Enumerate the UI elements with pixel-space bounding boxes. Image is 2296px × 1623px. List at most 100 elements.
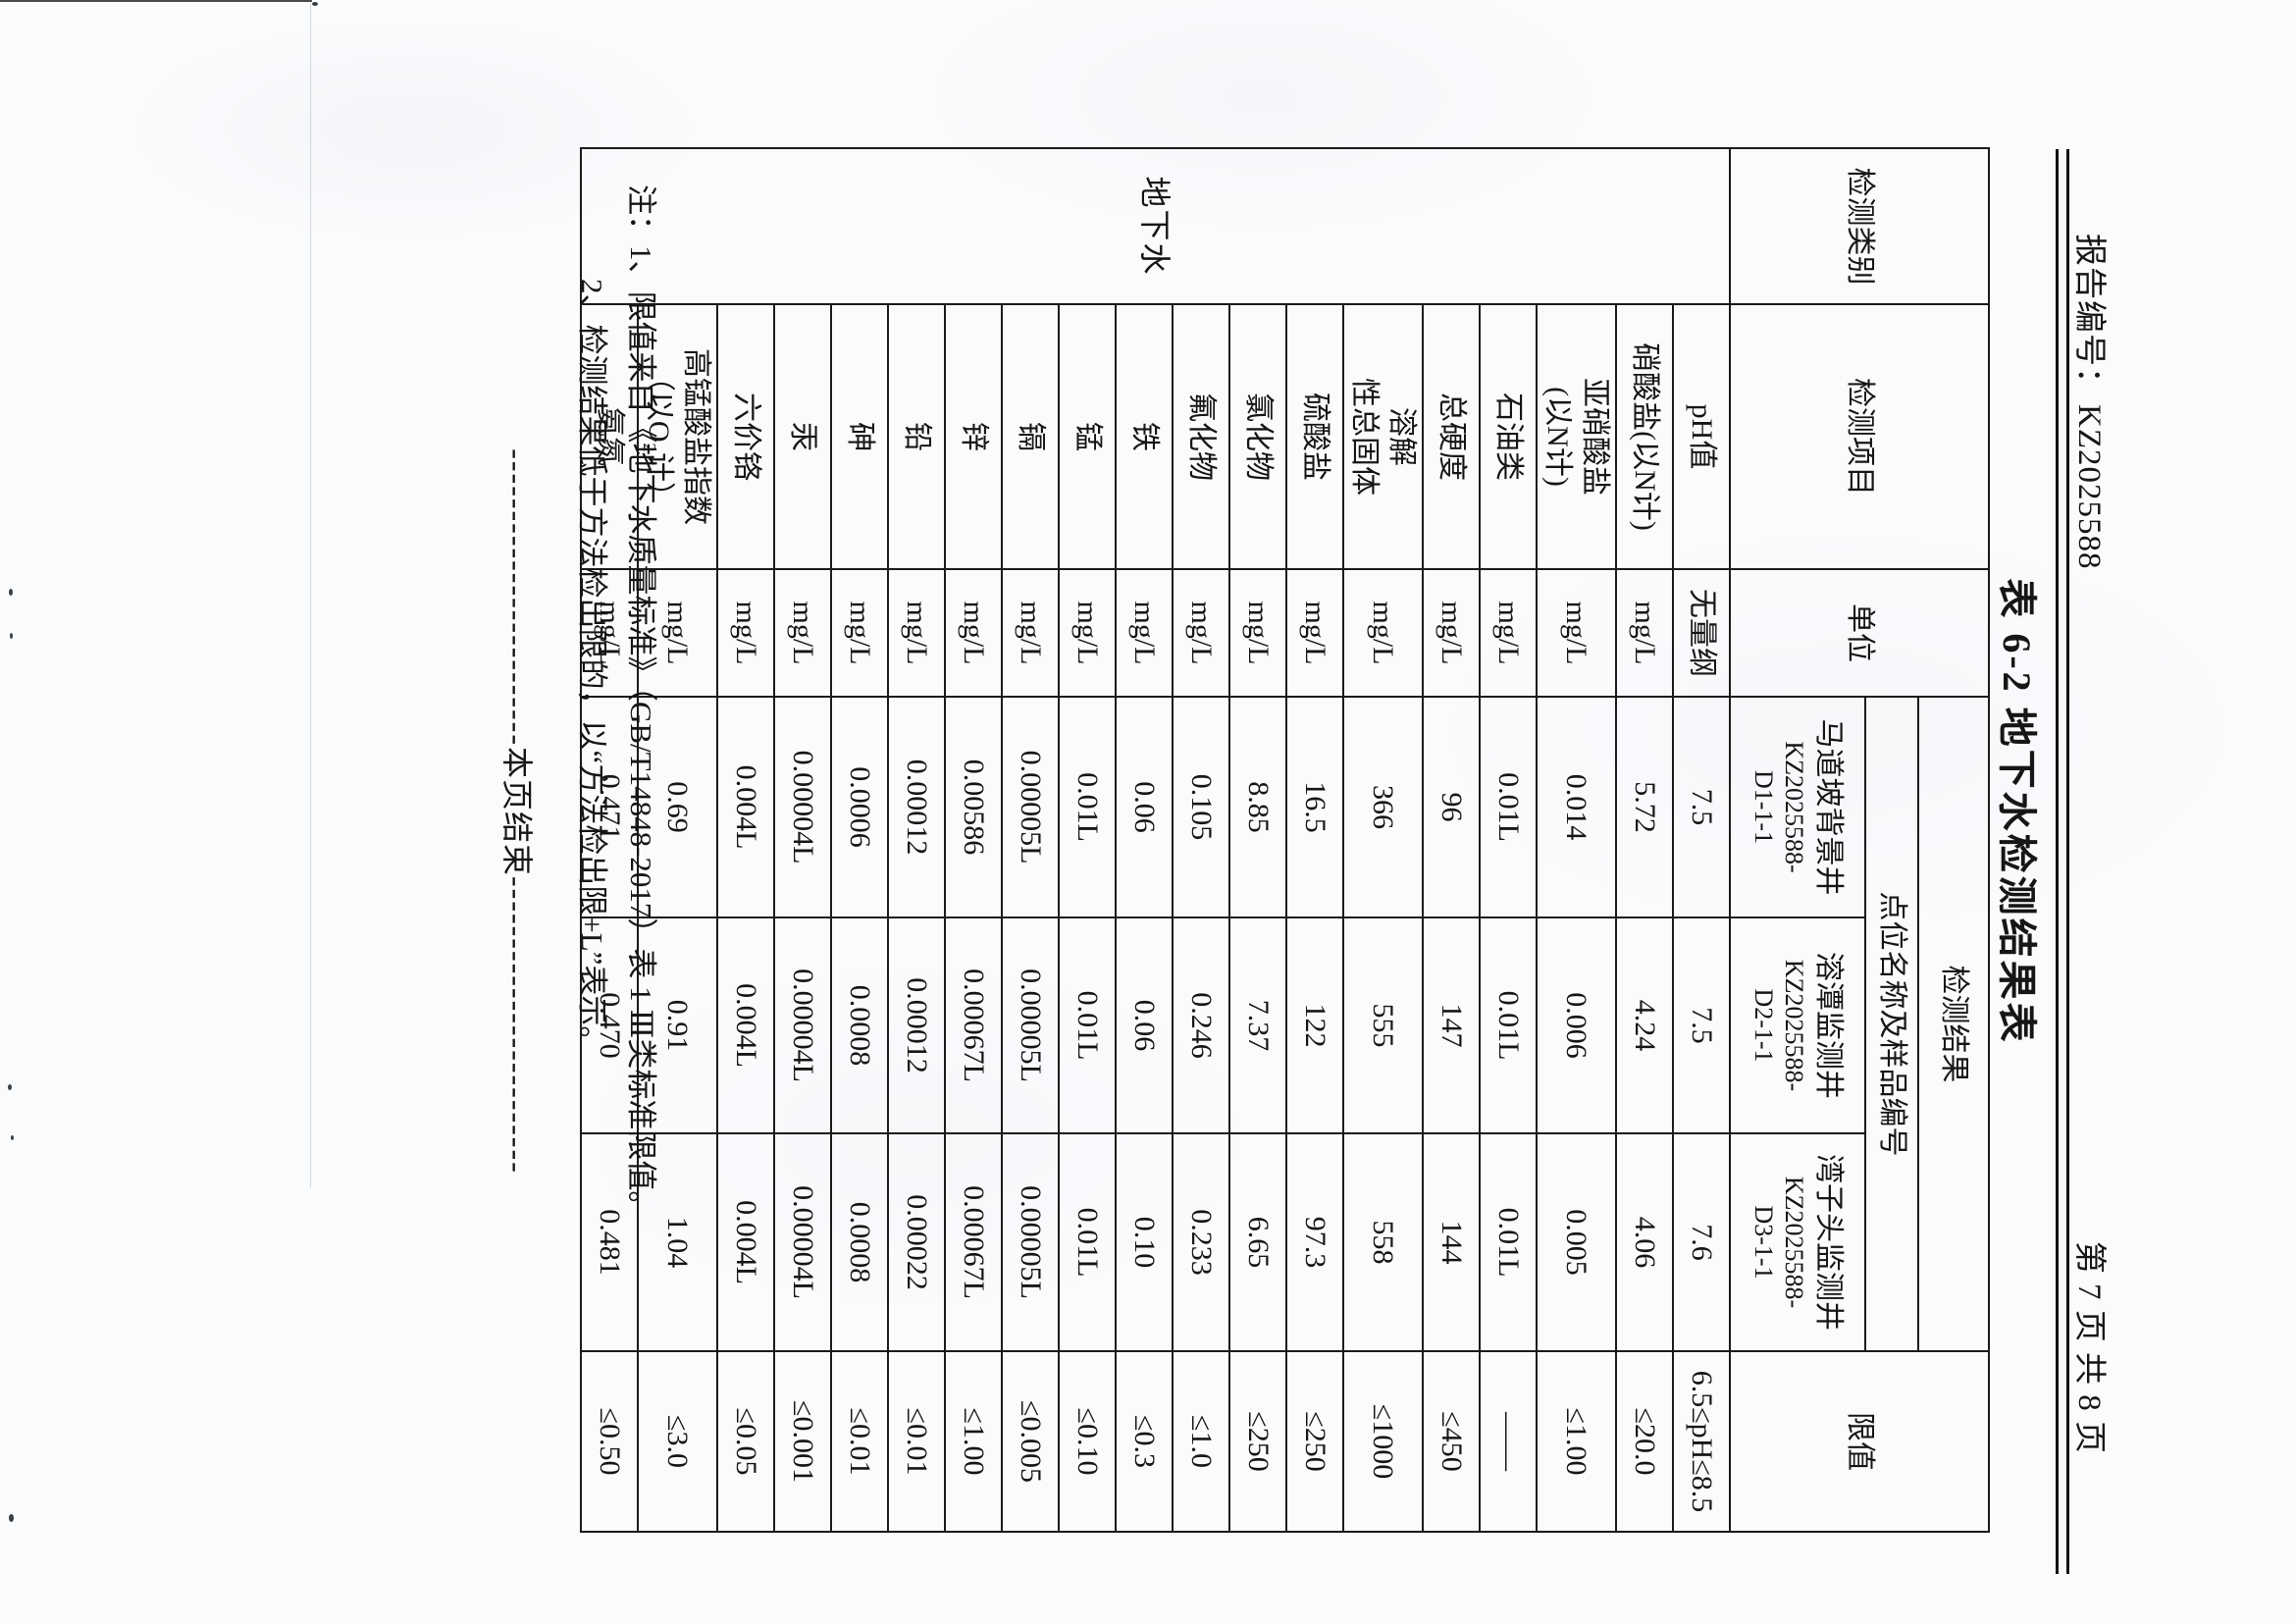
- sample-id: D1-1-1: [1749, 769, 1779, 845]
- cell-unit: mg/L: [1286, 569, 1343, 697]
- cell-category-value: 地下水: [581, 148, 1730, 304]
- table-row: 铅 mg/L 0.00012 0.00012 0.00022 ≤0.01: [888, 148, 945, 1532]
- cell-value: 16.5: [1286, 697, 1343, 917]
- report-number: 报告编号：KZ2025588: [2067, 234, 2116, 574]
- cell-value: 0.01L: [1480, 917, 1537, 1133]
- table-row: 六价铬 mg/L 0.004L 0.004L 0.004L ≤0.05: [717, 148, 774, 1532]
- item-name-line: 锰: [1070, 422, 1104, 451]
- well-name: 湾子头监测井: [1811, 1154, 1845, 1331]
- cell-value: 0.06: [1116, 697, 1173, 917]
- cell-value: 0.00067L: [945, 917, 1002, 1133]
- cell-unit: mg/L: [717, 569, 774, 697]
- cell-value: 0.10: [1116, 1133, 1173, 1351]
- cell-value: 0.00012: [888, 917, 945, 1133]
- cell-value: 0.00586: [945, 697, 1002, 917]
- cell-unit: mg/L: [1480, 569, 1537, 697]
- cell-value: 0.004L: [717, 697, 774, 917]
- col-header-result: 检测结果: [1918, 697, 1989, 1351]
- cell-limit: ≤0.001: [774, 1351, 831, 1532]
- item-name-line: 硫酸盐: [1298, 393, 1331, 481]
- cell-unit: mg/L: [831, 569, 888, 697]
- col-header-unit: 单位: [1730, 569, 1989, 697]
- cell-unit: mg/L: [1002, 569, 1059, 697]
- cell-item-name: 镉: [1002, 304, 1059, 569]
- cell-limit: ≤1000: [1343, 1351, 1423, 1532]
- cell-unit: 无量纲: [1673, 569, 1730, 697]
- cell-value: 0.00004L: [774, 697, 831, 917]
- item-name-line: 性总固体: [1348, 378, 1382, 496]
- cell-limit: ≤0.10: [1059, 1351, 1116, 1532]
- cell-limit: ≤1.0: [1173, 1351, 1229, 1532]
- cell-value: 97.3: [1286, 1133, 1343, 1351]
- cell-unit: mg/L: [888, 569, 945, 697]
- item-name-line: 亚硝酸盐: [1579, 378, 1611, 496]
- cell-limit: ≤450: [1423, 1351, 1480, 1532]
- cell-limit: 6.5≤pH≤8.5: [1673, 1351, 1730, 1532]
- cell-unit: mg/L: [1229, 569, 1286, 697]
- sample-id: KZ2025588-: [1780, 741, 1809, 873]
- item-name-line: 汞: [786, 422, 819, 451]
- cell-item-name: 铅: [888, 304, 945, 569]
- cell-value: 0.004L: [717, 1133, 774, 1351]
- cell-value: 0.01L: [1059, 697, 1116, 917]
- table-row: 溶解 性总固体 mg/L 366 555 558 ≤1000: [1343, 148, 1423, 1532]
- table-row: 亚硝酸盐 (以N计) mg/L 0.014 0.006 0.005 ≤1.00: [1537, 148, 1616, 1532]
- cell-unit: mg/L: [1343, 569, 1423, 697]
- cell-item-name: 总硬度: [1423, 304, 1480, 569]
- cell-value: 0.00012: [888, 697, 945, 917]
- col-header-limit: 限值: [1730, 1351, 1989, 1532]
- item-name-line: pH值: [1685, 403, 1718, 470]
- cell-value: 0.00022: [888, 1133, 945, 1351]
- cell-value: 122: [1286, 917, 1343, 1133]
- table-row: 锌 mg/L 0.00586 0.00067L 0.00067L ≤1.00: [945, 148, 1002, 1532]
- cell-value: 366: [1343, 697, 1423, 917]
- sample-id: KZ2025588-: [1780, 959, 1809, 1092]
- cell-unit: mg/L: [1116, 569, 1173, 697]
- cell-unit: mg/L: [774, 569, 831, 697]
- sample-column-header: 马道坡背景井 KZ2025588- D1-1-1: [1730, 697, 1865, 917]
- table-row: 地下水 pH值 无量纲 7.5 7.5 7.6 6.5≤pH≤8.5: [581, 148, 1730, 1532]
- scan-speck: [10, 633, 13, 639]
- cell-limit: ≤250: [1286, 1351, 1343, 1532]
- item-name-line: 石油类: [1491, 393, 1525, 481]
- scan-speck: [11, 1135, 14, 1140]
- cell-value: 0.00005L: [1002, 917, 1059, 1133]
- item-name-line: 镉: [1014, 422, 1047, 451]
- cell-value: 96: [1423, 697, 1480, 917]
- cell-value: 0.0008: [831, 917, 888, 1133]
- results-table: 检测类别 检测项目 单位 检测结果 限值 点位名称及样品编号 马道坡背景井 KZ2…: [580, 147, 1990, 1533]
- cell-unit: mg/L: [1059, 569, 1116, 697]
- cell-value: 7.37: [1229, 917, 1286, 1133]
- cell-value: 147: [1423, 917, 1480, 1133]
- table-row: 氯化物 mg/L 8.85 7.37 6.65 ≤250: [1229, 148, 1286, 1532]
- cell-value: 7.5: [1673, 917, 1730, 1133]
- table-row: 汞 mg/L 0.00004L 0.00004L 0.00004L ≤0.001: [774, 148, 831, 1532]
- page-indicator: 第 7 页 共 8 页: [2071, 1240, 2107, 1454]
- cell-limit: ≤1.00: [1537, 1351, 1616, 1532]
- cell-item-name: 亚硝酸盐 (以N计): [1537, 304, 1616, 569]
- cell-value: 0.00004L: [774, 917, 831, 1133]
- scan-edge-line: [0, 0, 312, 2]
- cell-value: 0.01L: [1480, 697, 1537, 917]
- paper-crease: [310, 0, 311, 1187]
- cell-item-name: 锰: [1059, 304, 1116, 569]
- cell-unit: mg/L: [1616, 569, 1673, 697]
- item-name-line: 高锰酸盐指数: [680, 348, 712, 525]
- table-row: 铁 mg/L 0.06 0.06 0.10 ≤0.3: [1116, 148, 1173, 1532]
- cell-value: 0.06: [1116, 917, 1173, 1133]
- cell-value: 0.005: [1537, 1133, 1616, 1351]
- header-row-1: 检测类别 检测项目 单位 检测结果 限值: [1730, 148, 1989, 1532]
- table-row: 氟化物 mg/L 0.105 0.246 0.233 ≤1.0: [1173, 148, 1229, 1532]
- end-dashes-right: ------------------------: [499, 876, 535, 1175]
- item-name-line: 铁: [1127, 422, 1161, 451]
- item-name-line: 六价铬: [729, 393, 762, 481]
- sample-column-header: 湾子头监测井 KZ2025588- D3-1-1: [1730, 1133, 1865, 1351]
- cell-value: 0.006: [1537, 917, 1616, 1133]
- item-name-line: 氯化物: [1241, 393, 1275, 481]
- cell-unit: mg/L: [1173, 569, 1229, 697]
- cell-value: 5.72: [1616, 697, 1673, 917]
- report-number-value: KZ2025588: [2067, 400, 2107, 574]
- cell-item-name: 铁: [1116, 304, 1173, 569]
- table-row: 硝酸盐(以N计) mg/L 5.72 4.24 4.06 ≤20.0: [1616, 148, 1673, 1532]
